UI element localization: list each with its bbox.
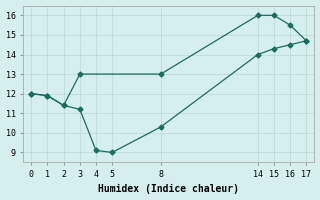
X-axis label: Humidex (Indice chaleur): Humidex (Indice chaleur)	[98, 184, 239, 194]
